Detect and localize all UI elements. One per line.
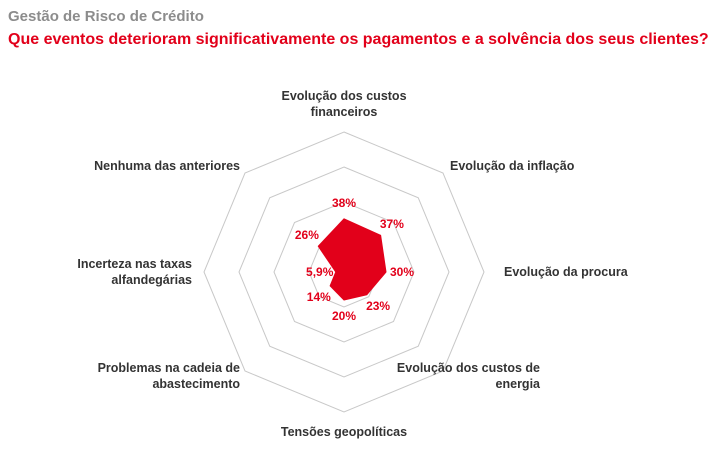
radar-series xyxy=(317,218,387,301)
category-label-4: Evolução dos custos de energia xyxy=(397,361,541,391)
value-label-8: 26% xyxy=(295,228,319,242)
value-labels: 38% 37% 30% 23% 20%14% 5,9% 26% xyxy=(295,196,414,323)
value-label-2: 37% xyxy=(380,217,404,231)
grid-ring-3 xyxy=(238,166,450,378)
radar-grid xyxy=(203,131,485,413)
series-area xyxy=(317,218,387,301)
chart-supertitle: Gestão de Risco de Crédito xyxy=(8,8,204,25)
category-label-8: Nenhuma das anteriores xyxy=(94,159,240,173)
value-label-1: 38% xyxy=(332,196,356,210)
category-label-1: Evolução dos custos financeiros xyxy=(281,89,406,119)
category-label-5: Tensões geopolíticas xyxy=(281,425,407,439)
category-label-2: Evolução da inflação xyxy=(450,159,575,173)
value-label-5: 20% xyxy=(332,309,356,323)
value-label-6: 14% xyxy=(307,290,331,304)
category-label-6: Problemas na cadeia de abastecimento xyxy=(98,361,241,391)
value-label-4: 23% xyxy=(366,299,390,313)
category-label-3: Evolução da procura xyxy=(504,265,629,279)
grid-ring-4 xyxy=(203,131,485,413)
chart-title: Que eventos deterioram significativament… xyxy=(8,31,709,48)
category-label-7: Incerteza nas taxas alfandegárias xyxy=(77,257,192,287)
value-label-7: 5,9% xyxy=(306,265,334,279)
category-labels: Evolução dos custos financeiros Evolução d… xyxy=(77,89,628,439)
value-label-3: 30% xyxy=(390,265,414,279)
grid-ring-2 xyxy=(273,201,415,343)
